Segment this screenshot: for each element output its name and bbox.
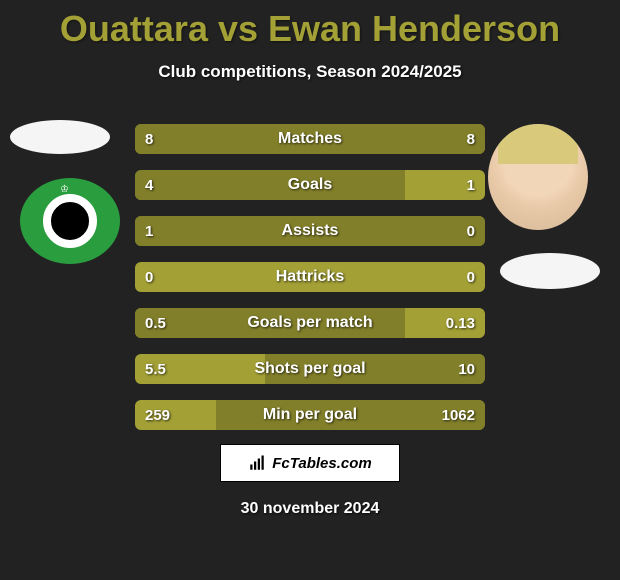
chart-icon	[248, 454, 266, 472]
stat-row: 5.510Shots per goal	[135, 354, 485, 384]
footer-brand-text: FcTables.com	[272, 455, 371, 472]
stat-row: 41Goals	[135, 170, 485, 200]
stat-row: 0.50.13Goals per match	[135, 308, 485, 338]
stat-row: 88Matches	[135, 124, 485, 154]
stat-label: Goals	[135, 170, 485, 200]
stat-row: 10Assists	[135, 216, 485, 246]
stat-label: Goals per match	[135, 308, 485, 338]
crown-icon: ♔	[60, 184, 80, 194]
stat-label: Hattricks	[135, 262, 485, 292]
club-right-logo	[500, 253, 600, 289]
stat-row: 2591062Min per goal	[135, 400, 485, 430]
player-right-hair	[498, 124, 578, 164]
club-left-logo: ♔	[20, 178, 120, 264]
stat-row: 00Hattricks	[135, 262, 485, 292]
stat-label: Assists	[135, 216, 485, 246]
page-title: Ouattara vs Ewan Henderson	[0, 0, 620, 50]
stats-bars-container: 88Matches 41Goals 10Assists 00Hattricks 0.50…	[135, 124, 485, 446]
stat-label: Shots per goal	[135, 354, 485, 384]
player-left-avatar	[10, 120, 110, 154]
page-subtitle: Club competitions, Season 2024/2025	[0, 62, 620, 82]
stat-label: Min per goal	[135, 400, 485, 430]
stat-label: Matches	[135, 124, 485, 154]
player-right-avatar	[488, 124, 588, 230]
footer-date: 30 november 2024	[0, 500, 620, 518]
footer-brand-badge[interactable]: FcTables.com	[220, 444, 400, 482]
club-left-inner-circle	[43, 194, 97, 248]
